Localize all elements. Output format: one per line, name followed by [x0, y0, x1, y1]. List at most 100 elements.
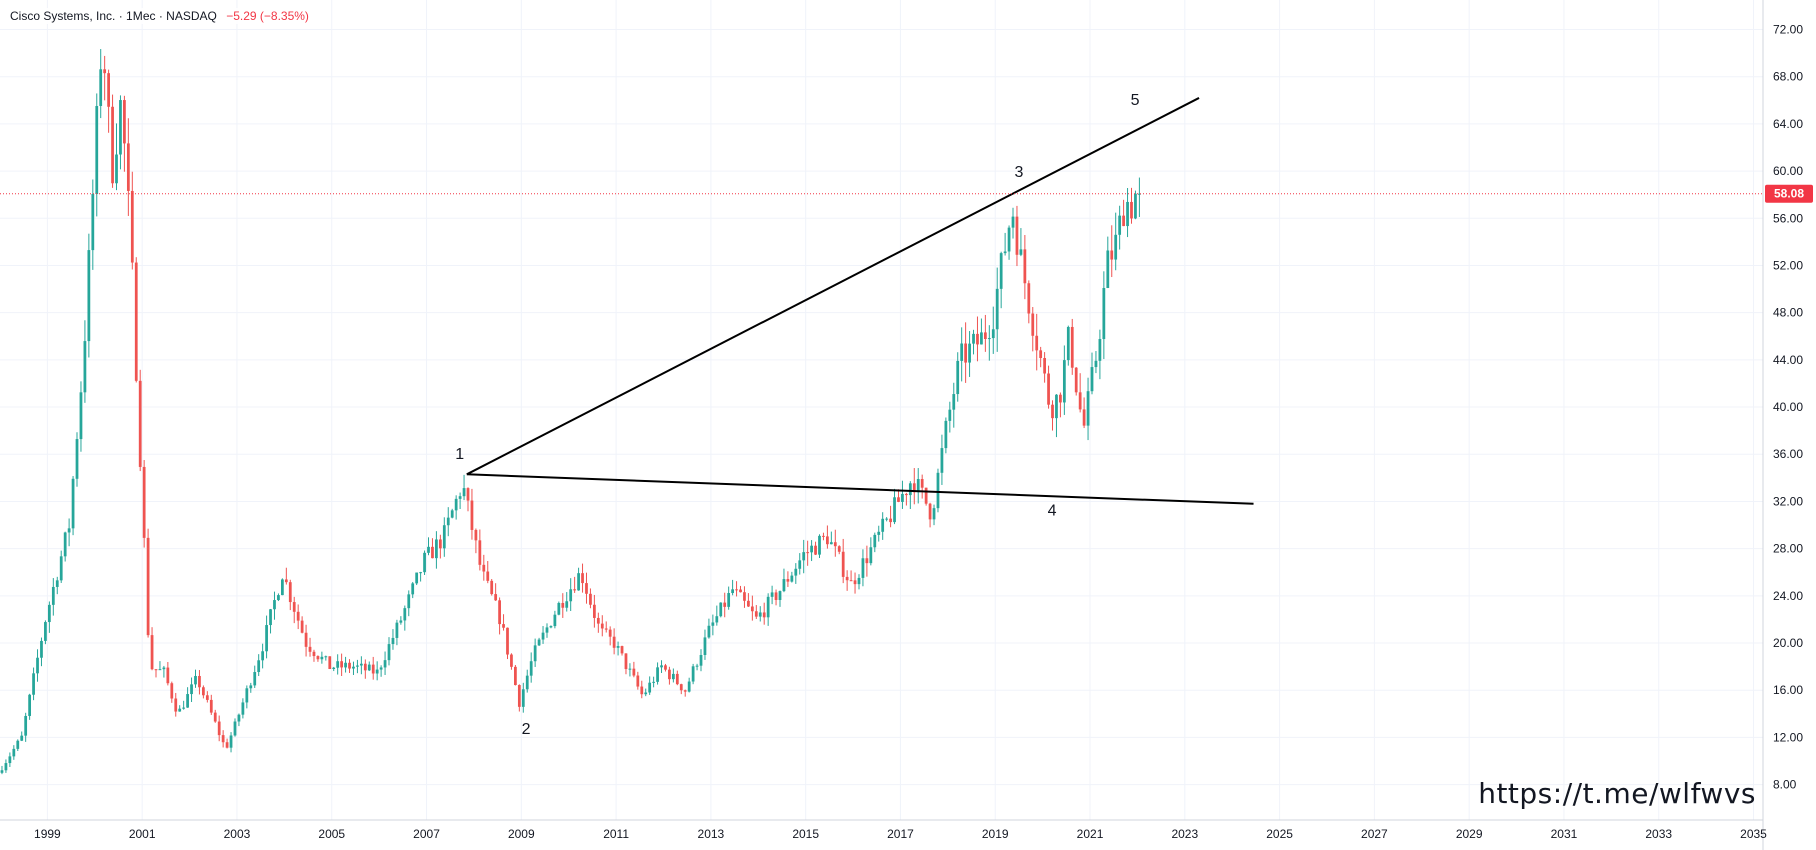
candle-body — [829, 542, 833, 545]
y-tick-label: 60.00 — [1773, 164, 1803, 178]
candle-body — [59, 556, 63, 581]
candle-body — [857, 577, 861, 585]
candle-body — [790, 575, 794, 582]
candle-body — [292, 602, 296, 612]
candle-body — [1078, 392, 1082, 410]
x-tick-label: 2001 — [129, 827, 156, 841]
candle-body — [1039, 350, 1043, 359]
candle-body — [1130, 201, 1133, 219]
candle-body — [632, 668, 636, 676]
candle-body — [699, 654, 703, 666]
y-tick-label: 64.00 — [1773, 117, 1803, 131]
candle-body — [972, 333, 975, 344]
x-tick-label: 2017 — [887, 827, 914, 841]
x-tick-label: 2031 — [1551, 827, 1578, 841]
candle-body — [778, 591, 782, 600]
x-tick-label: 2013 — [698, 827, 725, 841]
candle-body — [660, 665, 663, 668]
candle-body — [802, 552, 806, 561]
candle-body — [348, 662, 351, 669]
candle-body — [190, 684, 193, 695]
candle-body — [32, 673, 35, 695]
candle-body — [36, 657, 39, 674]
candle-body — [774, 592, 778, 600]
candle-body — [466, 488, 470, 501]
candle-body — [600, 623, 604, 629]
candle-body — [596, 617, 600, 624]
candle-body — [217, 721, 221, 736]
candle-body — [1027, 283, 1031, 314]
candle-body — [44, 622, 47, 641]
candle-body — [458, 496, 462, 499]
candle-body — [87, 250, 91, 342]
candle-body — [359, 663, 363, 666]
candle-body — [750, 606, 754, 612]
candle-body — [932, 508, 936, 520]
candle-body — [944, 420, 948, 449]
candle-body — [644, 692, 648, 695]
candle-body — [166, 667, 170, 684]
candle-body — [608, 629, 612, 637]
candle-body — [537, 639, 541, 646]
y-tick-label: 36.00 — [1773, 447, 1803, 461]
candle-body — [1118, 215, 1122, 235]
candle-body — [435, 539, 438, 559]
candle-body — [510, 654, 513, 667]
candle-body — [648, 682, 652, 693]
candle-body — [806, 552, 810, 554]
last-price-tag — [1765, 184, 1813, 203]
candle-body — [40, 640, 43, 658]
candle-body — [1019, 249, 1023, 255]
candle-body — [557, 602, 561, 615]
y-tick-label: 16.00 — [1773, 683, 1803, 697]
candle-body — [881, 518, 885, 532]
candle-body — [55, 580, 59, 587]
candle-body — [280, 579, 284, 596]
candle-body — [798, 560, 802, 569]
candle-body — [719, 602, 723, 617]
candle-body — [1110, 250, 1114, 260]
candle-body — [502, 624, 505, 628]
candle-body — [300, 620, 304, 633]
candle-body — [1015, 216, 1019, 255]
candle-body — [237, 714, 241, 722]
candle-body — [12, 748, 16, 757]
candle-body — [1011, 216, 1015, 228]
candle-body — [308, 646, 312, 652]
candle-body — [908, 483, 912, 496]
candle-body — [952, 394, 956, 410]
candle-body — [893, 497, 896, 523]
x-tick-label: 2021 — [1077, 827, 1104, 841]
candle-body — [415, 572, 419, 584]
x-tick-label: 2019 — [982, 827, 1009, 841]
candle-body — [901, 493, 904, 502]
candle-body — [470, 500, 474, 530]
price-change: −5.29 (−8.35%) — [226, 9, 309, 23]
candle-body — [1090, 367, 1094, 392]
candle-body — [628, 668, 632, 670]
candle-body — [225, 742, 229, 748]
candle-body — [123, 100, 126, 144]
y-tick-label: 28.00 — [1773, 542, 1803, 556]
candle-body — [284, 579, 288, 583]
y-tick-label: 8.00 — [1773, 778, 1797, 792]
candle-body — [324, 656, 328, 658]
x-tick-label: 2015 — [792, 827, 819, 841]
candle-body — [897, 497, 900, 502]
candle-body — [912, 483, 916, 493]
candle-body — [675, 673, 679, 685]
candle-body — [869, 547, 873, 564]
candle-body — [668, 669, 671, 680]
candle-body — [1055, 394, 1058, 419]
y-tick-label: 40.00 — [1773, 400, 1803, 414]
candle-body — [391, 637, 395, 645]
y-tick-label: 48.00 — [1773, 306, 1803, 320]
candle-body — [545, 627, 549, 633]
candle-body — [956, 360, 960, 395]
candle-body — [288, 582, 292, 603]
candle-body — [257, 660, 261, 673]
candle-body — [352, 666, 355, 669]
candle-body — [948, 409, 952, 421]
y-tick-label: 56.00 — [1773, 211, 1803, 225]
